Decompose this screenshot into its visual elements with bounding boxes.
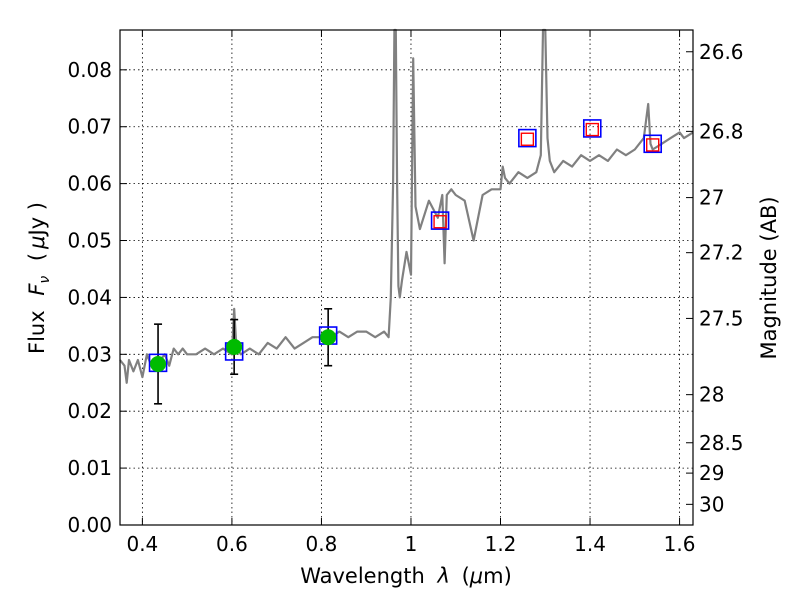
mag-tick-label: 28 [699, 383, 724, 407]
y-axis-title-text: Flux [25, 310, 49, 354]
model-flux-marker [430, 211, 450, 230]
mag-tick-label: 29 [699, 461, 724, 485]
y-tick-label: 0.07 [67, 115, 112, 139]
x-axis-title-unit-rest: m) [483, 564, 512, 588]
x-axis-title: Wavelength λ (μm) [300, 564, 512, 588]
y-tick-label: 0.00 [67, 513, 112, 537]
y-tick-label: 0.06 [67, 172, 112, 196]
mag-tick-label: 27.2 [699, 241, 744, 265]
detection-point [150, 355, 167, 372]
y-axis-title-subscript: ν [37, 276, 53, 284]
markers [148, 119, 663, 405]
x-tick-label: 1.2 [485, 532, 517, 556]
y-axis-title-symbol: F [25, 283, 49, 296]
observed-flux-marker [646, 138, 660, 152]
x-tick-label: 0.8 [306, 532, 338, 556]
y2-axis-title: Magnitude (AB) [757, 196, 781, 359]
x-axis-title-unit-mu: μ [469, 564, 483, 588]
plot-area [119, 28, 694, 405]
observed-flux-marker [433, 215, 447, 229]
model-flux-marker [518, 128, 537, 148]
mag-tick-label: 27 [699, 186, 724, 210]
spectrum-line [119, 28, 694, 384]
model-flux-marker [582, 119, 602, 138]
mag-tick-label: 26.8 [699, 119, 744, 143]
detection-point [226, 338, 243, 355]
x-tick-label: 1.4 [574, 532, 606, 556]
x-axis-title-text: Wavelength [300, 564, 425, 588]
x-axis-title-symbol: λ [436, 564, 449, 588]
x-tick-label: 0.4 [126, 532, 158, 556]
observed-flux-marker [585, 122, 599, 137]
axes-frame [119, 29, 694, 526]
y-axis-title-unit-mu: μ [25, 235, 49, 249]
y-tick-label: 0.08 [67, 58, 112, 82]
y-tick-label: 0.02 [67, 399, 112, 423]
x-tick-label: 0.6 [216, 532, 248, 556]
mag-tick-label: 27.5 [699, 306, 744, 330]
y-tick-label: 0.03 [67, 342, 112, 366]
y-axis-title-unit-rest: Jy ) [25, 202, 49, 238]
grid [120, 30, 693, 525]
ticks: 0.4 0.6 0.8 1 1.2 1.4 1.6 0.00 0.01 0.02 0.03 0.04 0… [67, 30, 744, 556]
observed-flux-marker [520, 132, 535, 146]
x-axis-title-unit-open: ( [462, 564, 470, 588]
y-axis-title: Flux Fν ( μJy ) [25, 202, 54, 354]
y-tick-label: 0.05 [67, 229, 112, 253]
x-tick-label: 1.6 [664, 532, 696, 556]
mag-tick-label: 28.5 [699, 431, 744, 455]
detection-point [320, 329, 337, 346]
mag-tick-label: 30 [699, 492, 724, 516]
y-tick-label: 0.04 [67, 285, 112, 309]
mag-tick-label: 26.6 [699, 40, 744, 64]
y-axis-title-unit-open: ( [25, 253, 49, 261]
x-tick-label: 1 [405, 532, 418, 556]
y-tick-label: 0.01 [67, 456, 112, 480]
model-flux-marker [643, 134, 663, 154]
